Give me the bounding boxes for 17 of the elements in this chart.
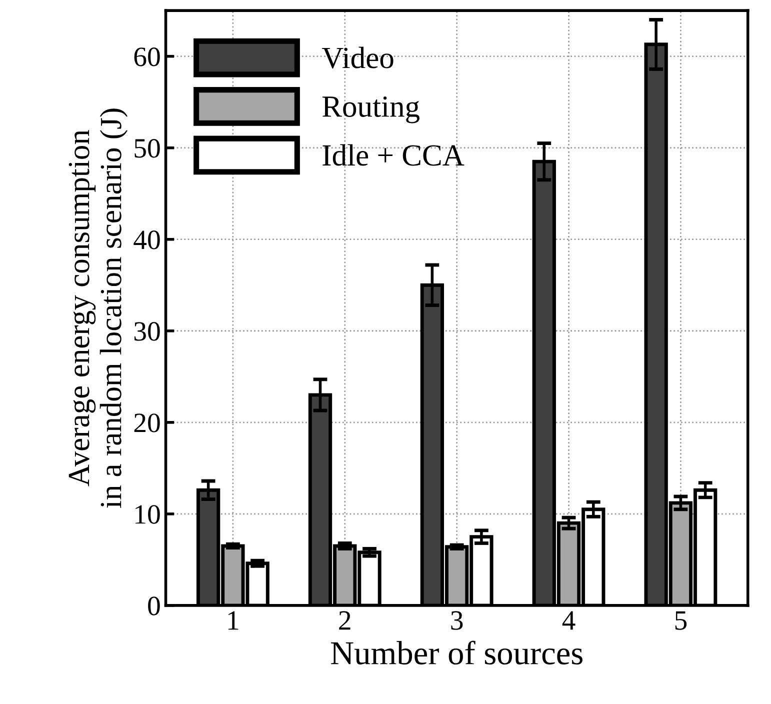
y-tick-label: 10 <box>136 505 160 524</box>
x-tick-label: 5 <box>675 611 687 630</box>
y-tick-label: 50 <box>134 139 160 158</box>
x-tick-label: 4 <box>562 611 576 630</box>
legend-label: Idle + CCA <box>322 144 464 166</box>
y-axis-title: Average energy consumption in a random location scenario (J) <box>68 108 128 508</box>
y-tick-label: 0 <box>148 596 160 616</box>
y-tick-label: 60 <box>134 47 160 66</box>
legend-label: Video <box>322 46 394 68</box>
y-tick-label: 30 <box>134 322 160 341</box>
y-tick-label: 20 <box>134 414 160 432</box>
x-tick-label: 3 <box>451 611 463 630</box>
x-tick-label: 2 <box>339 611 350 630</box>
y-tick-label: 40 <box>134 230 160 250</box>
legend-label: Routing <box>322 96 420 124</box>
x-tick-label: 1 <box>228 611 238 630</box>
x-axis-title: Number of sources <box>330 640 582 665</box>
